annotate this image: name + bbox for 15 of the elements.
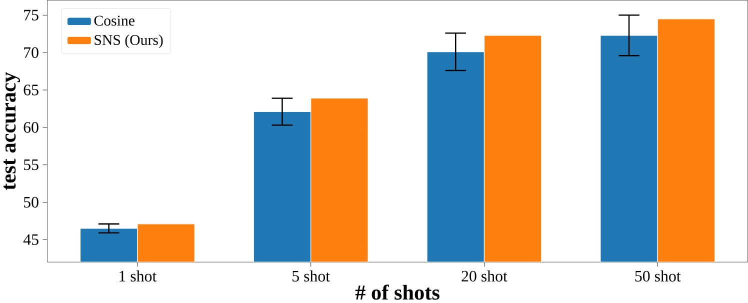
x-tick-label: 20 shot [462,270,508,282]
y-tick-label: 65 [24,84,38,96]
x-tick-label: 5 shot [292,270,330,282]
x-axis-title: # of shots [355,284,440,300]
y-axis-title: test accuracy [4,72,20,190]
x-tick-label: 1 shot [120,270,157,282]
y-tick-label: 70 [24,47,38,58]
legend-label: SNS (Ours) [94,34,163,48]
y-tick-label: 55 [24,159,38,170]
legend-label: Cosine [94,16,134,26]
y-tick-label: 50 [24,196,38,208]
y-tick-label: 60 [24,122,38,133]
y-tick-label: 75 [24,10,38,20]
y-tick-label: 45 [23,234,38,245]
x-tick-label: 50 shot [635,270,681,282]
